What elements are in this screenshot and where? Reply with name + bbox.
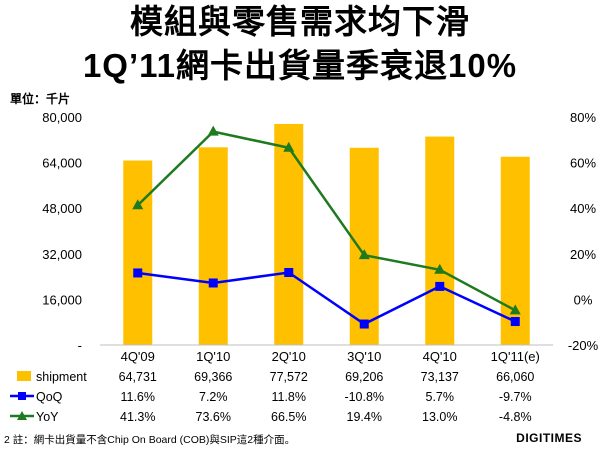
table-cell-shipment-5: 73,137 [421,370,459,384]
bar-2 [198,147,228,345]
table-cell-qoq-6: -9.7% [499,390,532,404]
x-tick-6: 1Q'11(e) [491,349,540,364]
yoy-point-2 [207,125,219,136]
table-cell-yoy-1: 41.3% [120,410,155,424]
y-left-tick-2: 32,000 [42,247,82,262]
table-cell-shipment-3: 77,572 [270,370,308,384]
legend-marker-qoq [18,392,26,400]
qoq-line [137,271,516,326]
table-cell-yoy-2: 73.6% [196,410,231,424]
legend-label-yoy: YoY [36,410,59,424]
table-cell-shipment-6: 66,060 [496,370,534,384]
y-right-tick-2: 20% [570,247,596,262]
y-right-tick-4: 60% [570,156,596,171]
footnote: 2 註：網卡出貨量不含Chip On Board (COB)與SIP這2種介面。 [4,434,296,446]
table-cell-shipment-2: 69,366 [194,370,232,384]
table-cell-qoq-1: 11.6% [120,390,155,404]
x-tick-1: 4Q'09 [121,349,155,364]
qoq-point-1 [133,268,143,278]
bar-5 [425,136,455,345]
y-right-tick-1: 0% [574,292,593,307]
legend-label-shipment: shipment [36,370,87,384]
unit-label: 單位：千片 [10,92,71,106]
x-tick-4: 3Q'10 [347,349,381,364]
y-left-tick-5: 80,000 [42,110,82,125]
bar-1 [123,160,153,345]
bar-3 [274,123,304,345]
table-cell-yoy-4: 19.4% [347,410,382,424]
legend-label-qoq: QoQ [36,390,63,404]
yoy-point-4 [358,249,370,260]
y-left-tick-0: - [78,338,82,353]
y-left-tick-4: 64,000 [42,156,82,171]
y-right-tick-0: -20% [568,338,599,353]
x-tick-2: 1Q'10 [196,349,230,364]
table-cell-shipment-1: 64,731 [119,370,157,384]
legend-key-shipment [17,371,31,381]
table-cell-qoq-5: 5.7% [426,390,455,404]
table-cell-shipment-4: 69,206 [345,370,383,384]
qoq-point-2 [208,278,218,288]
yoy-point-1 [132,199,144,210]
table-cell-yoy-6: -4.8% [499,410,532,424]
yoy-point-3 [283,141,295,152]
x-tick-3: 2Q'10 [272,349,306,364]
digitimes-logo: DIGITIMES [516,431,582,445]
table-cell-qoq-3: 11.8% [271,390,306,404]
chart-title-line-2: 1Q’11網卡出貨量季衰退10% [82,47,518,84]
qoq-point-6 [510,317,520,327]
table-cell-qoq-4: -10.8% [344,390,384,404]
y-left-tick-1: 16,000 [42,292,82,307]
y-right-tick-3: 40% [570,201,596,216]
yoy-line [136,130,516,312]
yoy-point-5 [434,263,446,274]
table-cell-yoy-3: 66.5% [271,410,306,424]
bar-4 [349,147,379,345]
qoq-point-4 [359,319,369,329]
legend-marker-yoy [17,411,27,420]
yoy-point-6 [509,304,521,315]
y-left-tick-3: 48,000 [42,201,82,216]
x-tick-5: 4Q'10 [423,349,457,364]
y-right-tick-5: 80% [570,110,596,125]
table-cell-yoy-5: 13.0% [422,410,457,424]
qoq-point-3 [284,267,294,277]
chart-title-line-1: 模組與零售需求均下滑 [130,3,470,40]
table-cell-qoq-2: 7.2% [199,390,228,404]
qoq-point-5 [435,281,445,291]
